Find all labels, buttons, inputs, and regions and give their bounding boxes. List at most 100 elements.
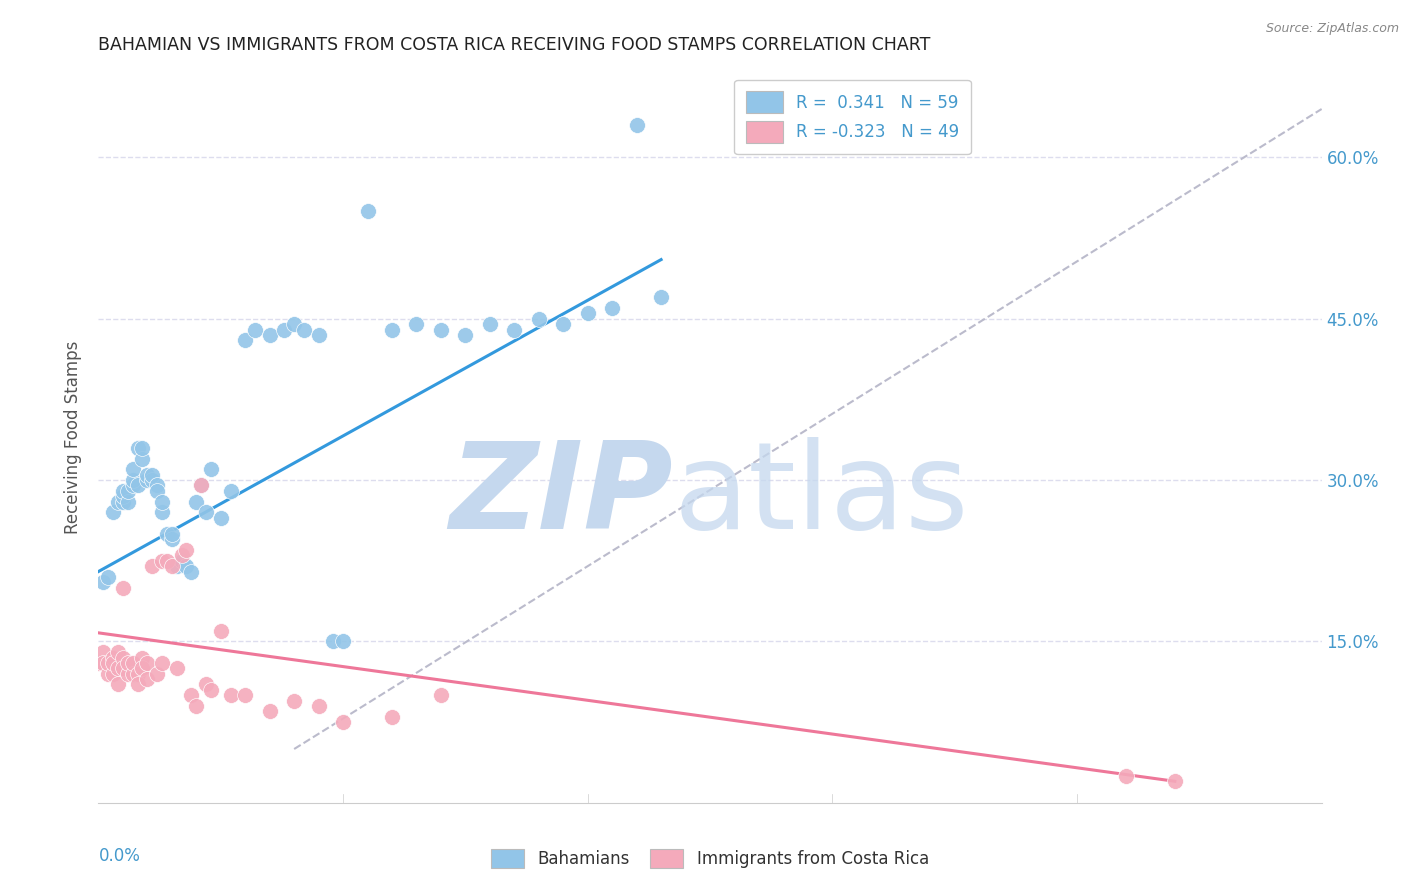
Point (190, 478, 212, 492)
Point (91, 575, 114, 590)
Point (111, 581, 134, 595)
Point (131, 650, 153, 665)
Point (209, 510, 232, 524)
Point (107, 677, 129, 691)
Point (430, 322, 453, 336)
Point (150, 656, 173, 670)
Point (478, 317, 501, 331)
Point (111, 494, 134, 508)
Y-axis label: Receiving Food Stamps: Receiving Food Stamps (65, 341, 83, 533)
Point (180, 565, 202, 579)
Point (141, 473, 163, 487)
Point (101, 656, 124, 670)
Point (160, 527, 183, 541)
Text: BAHAMIAN VS IMMIGRANTS FROM COSTA RICA RECEIVING FOOD STAMPS CORRELATION CHART: BAHAMIAN VS IMMIGRANTS FROM COSTA RICA R… (98, 36, 931, 54)
Point (166, 559, 188, 574)
Point (127, 666, 149, 681)
Point (146, 483, 169, 498)
Point (308, 698, 330, 713)
Point (233, 688, 256, 702)
Point (273, 322, 295, 336)
Point (503, 322, 526, 336)
Point (332, 634, 354, 648)
Point (195, 505, 218, 519)
Point (156, 527, 179, 541)
Point (650, 290, 672, 304)
Point (146, 666, 169, 681)
Point (121, 478, 143, 492)
Point (97, 656, 120, 670)
Text: ZIP: ZIP (450, 437, 673, 554)
Point (176, 543, 198, 558)
Point (136, 473, 159, 487)
Point (141, 559, 163, 574)
Point (107, 661, 129, 675)
Point (121, 462, 143, 476)
Point (117, 483, 139, 498)
Point (91, 656, 114, 670)
Point (381, 322, 404, 336)
Text: 0.0%: 0.0% (98, 847, 141, 864)
Point (219, 688, 242, 702)
Point (283, 317, 305, 331)
Point (107, 494, 129, 508)
Point (209, 624, 232, 638)
Point (186, 494, 208, 508)
Point (160, 533, 183, 547)
Point (107, 645, 129, 659)
Point (136, 467, 159, 482)
Point (131, 661, 153, 675)
Point (150, 554, 173, 568)
Point (219, 483, 242, 498)
Point (170, 549, 193, 563)
Point (91, 645, 114, 659)
Point (527, 311, 550, 326)
Point (117, 494, 139, 508)
Point (170, 554, 193, 568)
Point (430, 688, 453, 702)
Point (121, 473, 143, 487)
Point (626, 118, 648, 132)
Legend: Bahamians, Immigrants from Costa Rica: Bahamians, Immigrants from Costa Rica (485, 842, 935, 875)
Point (141, 467, 163, 482)
Point (97, 570, 120, 584)
Point (259, 327, 281, 342)
Point (405, 317, 427, 331)
Point (121, 666, 143, 681)
Point (166, 661, 188, 675)
Point (136, 672, 159, 686)
Point (150, 505, 173, 519)
Point (600, 301, 623, 315)
Point (186, 698, 208, 713)
Point (131, 451, 153, 466)
Point (292, 322, 315, 336)
Point (322, 634, 344, 648)
Point (127, 478, 149, 492)
Text: atlas: atlas (673, 437, 969, 554)
Point (195, 677, 218, 691)
Point (127, 677, 149, 691)
Point (131, 441, 153, 455)
Point (454, 327, 477, 342)
Point (87, 656, 110, 670)
Point (111, 650, 134, 665)
Point (127, 441, 149, 455)
Point (101, 666, 124, 681)
Point (121, 656, 143, 670)
Point (356, 204, 378, 219)
Point (176, 559, 198, 574)
Point (111, 661, 134, 675)
Point (101, 505, 124, 519)
Point (200, 462, 222, 476)
Point (243, 322, 266, 336)
Point (1164, 774, 1187, 789)
Point (156, 554, 179, 568)
Point (117, 656, 139, 670)
Point (146, 478, 169, 492)
Point (553, 317, 575, 331)
Point (190, 478, 212, 492)
Point (381, 710, 404, 724)
Point (160, 559, 183, 574)
Point (101, 650, 124, 665)
Point (308, 327, 330, 342)
